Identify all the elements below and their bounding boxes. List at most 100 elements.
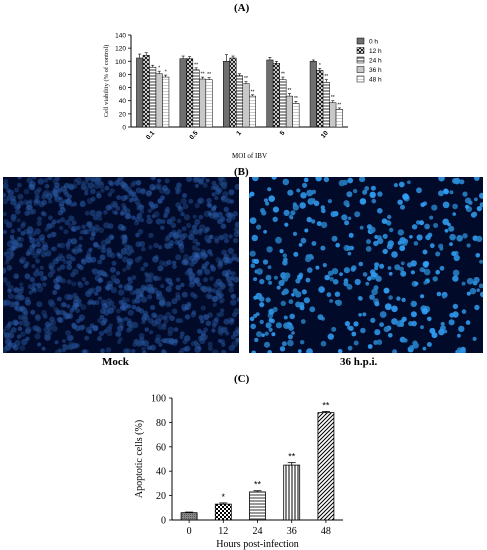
- nucleus: [341, 214, 348, 221]
- nucleus: [205, 320, 212, 327]
- nucleus: [292, 202, 297, 207]
- nucleus: [188, 198, 194, 204]
- nucleus: [435, 269, 440, 275]
- nucleus: [84, 335, 90, 341]
- nucleus: [104, 185, 110, 191]
- nucleus: [180, 211, 185, 217]
- nucleus: [320, 340, 327, 347]
- nucleus: [190, 292, 196, 297]
- nucleus: [163, 317, 169, 323]
- nucleus: [170, 222, 177, 228]
- nucleus: [291, 331, 295, 335]
- nucleus: [56, 267, 62, 272]
- nucleus: [309, 198, 314, 202]
- nucleus: [466, 291, 471, 296]
- nucleus: [233, 227, 238, 232]
- chart-a: 0 20 40 60 80 100 120 140 Cell viability (% of c…: [103, 33, 382, 161]
- nucleus: [397, 199, 403, 205]
- nucleus: [18, 200, 24, 206]
- nucleus: [420, 325, 424, 330]
- bar: [266, 59, 274, 128]
- nucleus: [384, 303, 392, 311]
- nucleus: [147, 294, 153, 300]
- panel-label-b: (B): [234, 166, 249, 178]
- nucleus: [334, 291, 341, 297]
- panel-label-c: (C): [234, 373, 250, 385]
- nucleus: [52, 258, 59, 265]
- nucleus: [78, 236, 83, 241]
- nucleus: [263, 229, 267, 234]
- nucleus: [58, 253, 63, 259]
- nucleus: [120, 248, 128, 255]
- bar: [155, 73, 163, 128]
- nucleus: [151, 320, 158, 327]
- nucleus: [264, 341, 270, 348]
- nucleus: [183, 214, 191, 221]
- significance-mark: *: [319, 63, 321, 69]
- nucleus: [122, 267, 127, 272]
- nucleus: [105, 204, 112, 211]
- nucleus: [217, 177, 224, 182]
- nucleus: [61, 301, 67, 307]
- y-tick-label: 0: [161, 516, 166, 527]
- nucleus: [409, 235, 413, 239]
- nucleus: [370, 185, 376, 191]
- bar: [317, 412, 335, 521]
- bar: [329, 102, 337, 128]
- nucleus: [184, 345, 191, 352]
- nucleus: [335, 242, 340, 248]
- nucleus: [177, 350, 183, 353]
- nucleus: [198, 335, 204, 341]
- significance-mark: *: [222, 492, 226, 502]
- nucleus: [305, 277, 311, 283]
- nucleus: [212, 204, 217, 210]
- nucleus: [175, 295, 181, 301]
- nucleus: [198, 314, 204, 320]
- nucleus: [54, 340, 59, 345]
- nucleus: [99, 308, 106, 315]
- nucleus: [72, 201, 78, 207]
- nucleus: [235, 257, 239, 262]
- nucleus: [186, 222, 192, 229]
- nucleus: [461, 281, 466, 286]
- nucleus: [313, 200, 320, 207]
- nucleus: [75, 343, 80, 348]
- nucleus: [359, 198, 367, 205]
- nucleus: [24, 210, 30, 216]
- nucleus: [134, 257, 141, 263]
- nucleus: [358, 261, 364, 267]
- nucleus: [104, 273, 109, 278]
- nucleus: [47, 330, 53, 336]
- nucleus: [114, 210, 119, 216]
- nucleus: [251, 234, 258, 242]
- nucleus: [212, 302, 217, 307]
- nucleus: [19, 344, 26, 351]
- nucleus: [202, 285, 209, 292]
- nucleus: [89, 209, 96, 217]
- nucleus: [66, 335, 73, 342]
- nucleus: [34, 189, 40, 196]
- nucleus: [370, 271, 377, 278]
- nucleus: [154, 337, 161, 344]
- nucleus: [152, 313, 158, 319]
- nucleus: [303, 177, 309, 183]
- nucleus: [41, 346, 46, 351]
- nucleus: [236, 277, 239, 283]
- nucleus: [66, 264, 73, 270]
- nucleus: [130, 182, 136, 188]
- nucleus: [300, 319, 306, 324]
- nucleus: [3, 192, 7, 198]
- nucleus: [38, 200, 45, 208]
- nucleus: [67, 194, 72, 199]
- nucleus: [374, 262, 380, 268]
- nucleus: [67, 260, 72, 266]
- nucleus: [273, 275, 278, 280]
- nucleus: [302, 182, 308, 188]
- nucleus: [365, 246, 372, 252]
- nucleus: [305, 256, 312, 263]
- bar: [249, 491, 266, 521]
- nucleus: [287, 189, 294, 196]
- nucleus: [236, 328, 239, 334]
- nucleus: [420, 202, 425, 208]
- nucleus: [271, 332, 276, 337]
